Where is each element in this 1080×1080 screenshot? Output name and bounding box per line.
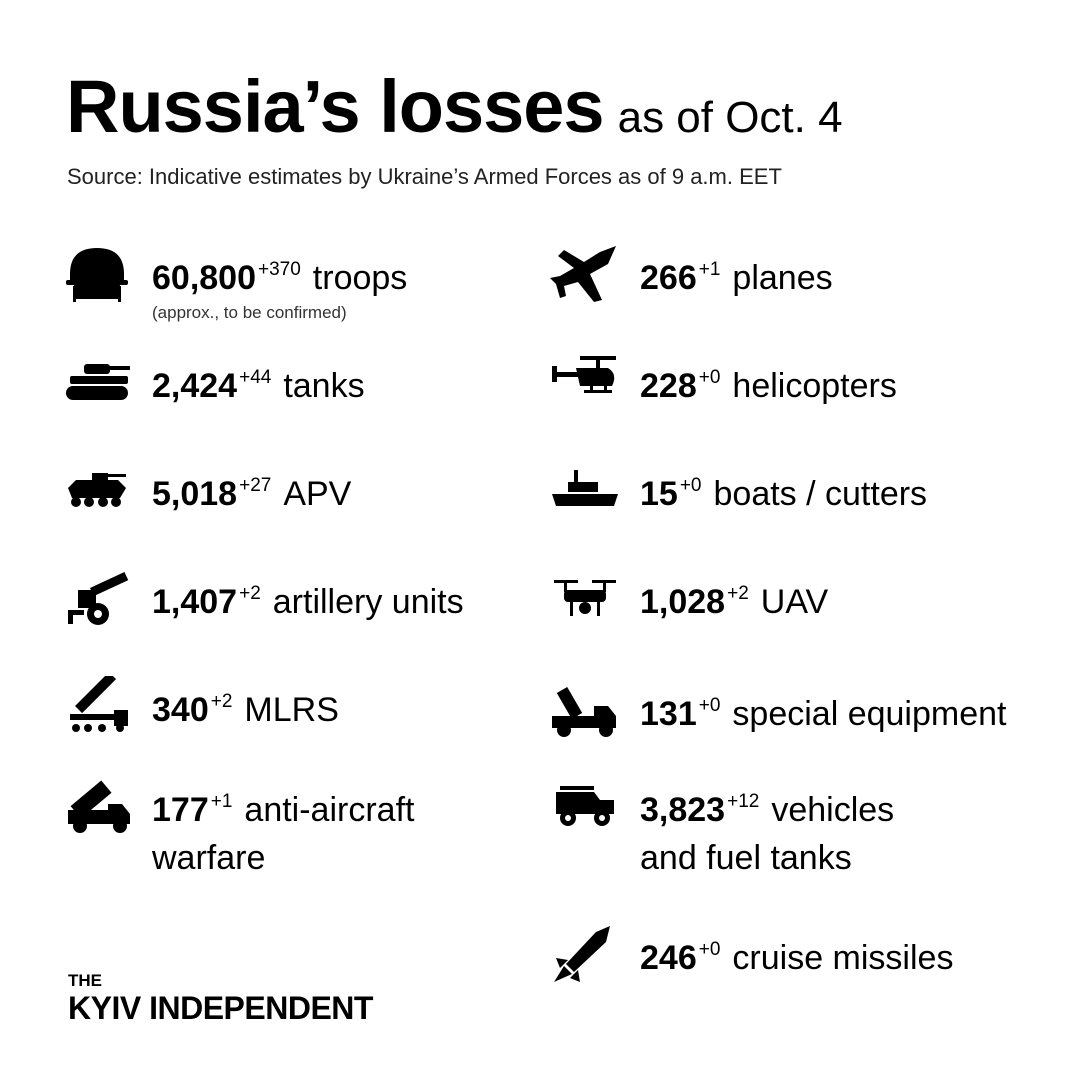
- loss-value: 177: [152, 791, 209, 829]
- page-title: Russia’s losses as of Oct. 4: [66, 64, 843, 149]
- loss-value: 2,424: [152, 367, 238, 405]
- loss-value: 1,028: [640, 583, 726, 621]
- loss-value: 1,407: [152, 583, 238, 621]
- loss-item: 228 +0 helicopters: [640, 354, 897, 410]
- loss-label: anti-aircraft: [244, 791, 415, 829]
- loss-delta: +0: [698, 695, 721, 716]
- loss-delta: +370: [258, 259, 301, 280]
- loss-item: 266 +1 planes: [640, 246, 833, 302]
- loss-value: 3,823: [640, 791, 726, 829]
- apv-icon: [62, 460, 132, 520]
- loss-item: 246 +0 cruise missiles: [640, 926, 953, 982]
- tank-icon: [62, 352, 132, 412]
- anti-aircraft-icon: [62, 776, 132, 836]
- jeep-icon: [550, 776, 620, 836]
- loss-label-line2: warfare: [152, 839, 266, 877]
- loss-value: 15: [640, 475, 678, 513]
- loss-value: 266: [640, 259, 697, 297]
- loss-item: 131 +0 special equipment: [640, 682, 1006, 738]
- loss-item: 2,424 +44 tanks: [152, 354, 365, 410]
- loss-delta: +44: [239, 367, 272, 388]
- loss-delta: +2: [239, 583, 261, 604]
- loss-label: cruise missiles: [732, 939, 954, 977]
- loss-label: APV: [283, 475, 352, 513]
- loss-label: special equipment: [732, 695, 1007, 733]
- loss-delta: +2: [210, 691, 233, 712]
- drone-icon: [550, 568, 620, 628]
- boat-icon: [550, 460, 620, 520]
- loss-delta: +12: [727, 791, 760, 812]
- loss-label-line2: and fuel tanks: [640, 839, 852, 877]
- loss-label: planes: [732, 259, 833, 297]
- mlrs-icon: [62, 672, 132, 736]
- loss-delta: +2: [727, 583, 749, 604]
- logo-line1: THE: [68, 971, 102, 990]
- plane-icon: [550, 244, 620, 304]
- title-date: as of Oct. 4: [617, 93, 843, 142]
- loss-value: 5,018: [152, 475, 238, 513]
- loss-delta: +1: [210, 791, 233, 812]
- helmet-icon: [62, 244, 132, 304]
- loss-label: helicopters: [732, 367, 897, 405]
- artillery-icon: [62, 568, 132, 628]
- loss-label: UAV: [760, 583, 829, 621]
- loss-value: 246: [640, 939, 697, 977]
- loss-item: 15 +0 boats / cutters: [640, 462, 927, 518]
- loss-label: tanks: [283, 367, 365, 405]
- title-main: Russia’s losses: [66, 65, 605, 148]
- missile-icon: [550, 924, 620, 984]
- loss-label: vehicles: [771, 791, 895, 829]
- logo-line2: KYIV INDEPENDENT: [68, 990, 373, 1026]
- loss-note: (approx., to be confirmed): [152, 303, 347, 322]
- loss-item: 177 +1 anti-aircraft warfare: [152, 778, 414, 882]
- loss-value: 340: [152, 691, 209, 729]
- loss-value: 131: [640, 695, 697, 733]
- loss-label: boats / cutters: [713, 475, 928, 513]
- loss-label: MLRS: [244, 691, 339, 729]
- loss-item: 340 +2 MLRS: [152, 678, 339, 734]
- loss-delta: +0: [698, 367, 721, 388]
- loss-delta: +0: [679, 475, 702, 496]
- loss-item: 60,800 +370 troops (approx., to be confirme…: [152, 246, 407, 324]
- crane-truck-icon: [550, 680, 620, 740]
- loss-item: 1,028 +2 UAV: [640, 570, 828, 626]
- loss-item: 1,407 +2 artillery units: [152, 570, 464, 626]
- loss-item: 3,823 +12 vehicles and fuel tanks: [640, 778, 894, 882]
- loss-label: artillery units: [272, 583, 464, 621]
- kyiv-independent-logo: THE KYIV INDEPENDENT: [68, 972, 373, 1024]
- loss-item: 5,018 +27 APV: [152, 462, 351, 518]
- loss-label: troops: [312, 259, 408, 297]
- loss-value: 228: [640, 367, 697, 405]
- loss-value: 60,800: [152, 259, 256, 297]
- source-note: Source: Indicative estimates by Ukraine’…: [67, 164, 782, 189]
- helicopter-icon: [550, 352, 620, 412]
- loss-delta: +27: [239, 475, 272, 496]
- loss-delta: +0: [698, 939, 721, 960]
- loss-delta: +1: [698, 259, 721, 280]
